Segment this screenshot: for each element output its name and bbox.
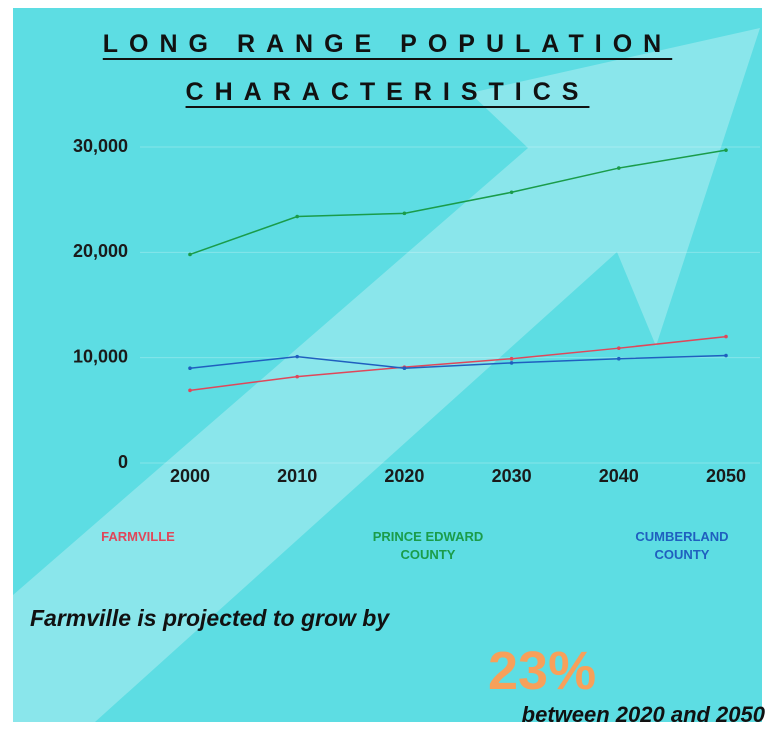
- series-line: [189, 335, 727, 392]
- legend-entry: CUMBERLAND COUNTY: [635, 529, 729, 562]
- x-tick-label: 2010: [277, 466, 317, 486]
- data-point: [509, 190, 514, 195]
- y-tick-label: 30,000: [73, 136, 128, 156]
- chart-title: CHARACTERISTICS: [185, 78, 590, 106]
- data-point: [295, 214, 300, 219]
- y-tick-label: 10,000: [73, 346, 128, 366]
- data-point: [188, 252, 192, 257]
- series-line: [189, 354, 727, 369]
- data-point: [509, 361, 514, 365]
- data-point: [724, 148, 728, 152]
- annotation: Farmville is projected to grow by: [30, 605, 390, 631]
- x-tick-label: 2040: [599, 466, 639, 486]
- data-point: [724, 334, 728, 339]
- y-tick-label: 0: [118, 452, 128, 472]
- data-point: [402, 211, 407, 216]
- chart-title: LONG RANGE POPULATION: [102, 30, 673, 58]
- background: [13, 8, 762, 722]
- data-point: [617, 346, 621, 350]
- series-line: [189, 149, 727, 256]
- legend-entry: FARMVILLE: [101, 529, 175, 544]
- data-point: [617, 166, 621, 170]
- data-point: [724, 353, 728, 358]
- x-tick-label: 2000: [170, 466, 210, 486]
- data-point: [402, 366, 407, 371]
- data-point: [188, 388, 192, 393]
- data-point: [188, 366, 192, 371]
- data-point: [509, 356, 514, 361]
- arrow-decoration: [13, 28, 760, 722]
- x-tick-label: 2030: [492, 466, 532, 486]
- x-tick-label: 2050: [706, 466, 746, 486]
- data-point: [295, 374, 300, 379]
- annotation: 23%: [488, 641, 597, 701]
- y-tick-label: 20,000: [73, 241, 128, 261]
- data-point: [295, 354, 300, 359]
- data-point: [617, 356, 621, 361]
- legend-entry: PRINCE EDWARD COUNTY: [372, 529, 484, 562]
- annotation: between 2020 and 2050: [521, 702, 765, 727]
- x-tick-label: 2020: [384, 466, 424, 486]
